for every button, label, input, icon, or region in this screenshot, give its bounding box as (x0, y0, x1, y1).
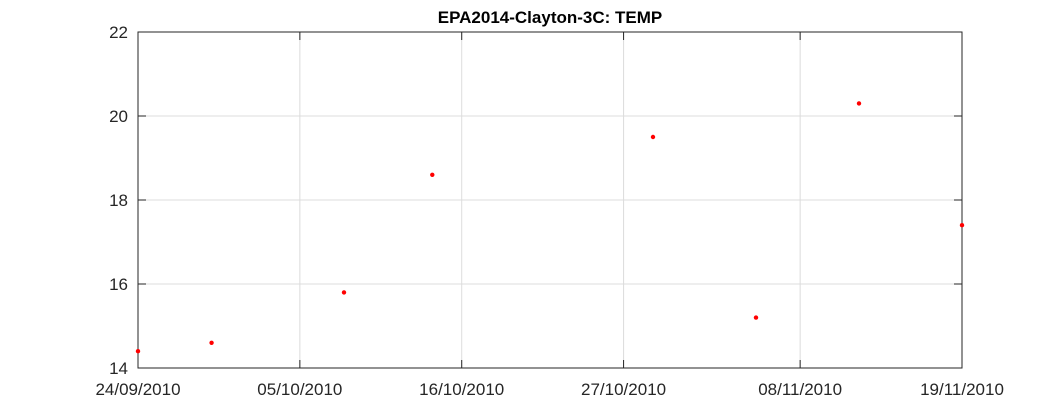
data-point-6 (753, 315, 759, 320)
y-tick-label: 14 (109, 359, 128, 378)
y-tick-label: 18 (109, 191, 128, 210)
data-points (135, 101, 965, 354)
data-point-1 (135, 349, 141, 354)
x-tick-label: 08/11/2010 (758, 380, 842, 399)
x-tick-label: 19/11/2010 (920, 380, 1004, 399)
x-tick-label: 16/10/2010 (419, 380, 504, 399)
chart-title: EPA2014-Clayton-3C: TEMP (438, 8, 663, 27)
axis-ticks: 24/09/2010 05/10/2010 16/10/2010 27/10/2010… (95, 23, 1003, 399)
data-point-4 (430, 172, 435, 177)
data-point-7 (856, 101, 862, 106)
data-point-3 (341, 290, 347, 295)
x-tick-label: 05/10/2010 (257, 380, 342, 399)
data-point-2 (209, 340, 214, 345)
y-tick-label: 22 (109, 23, 128, 42)
data-point-5 (650, 134, 656, 140)
grid-lines (138, 32, 962, 368)
x-tick-label: 27/10/2010 (581, 380, 666, 399)
x-tick-label: 24/09/2010 (95, 380, 180, 399)
data-point-8 (959, 223, 965, 228)
y-tick-label: 20 (109, 107, 128, 126)
y-tick-label: 16 (109, 275, 128, 294)
